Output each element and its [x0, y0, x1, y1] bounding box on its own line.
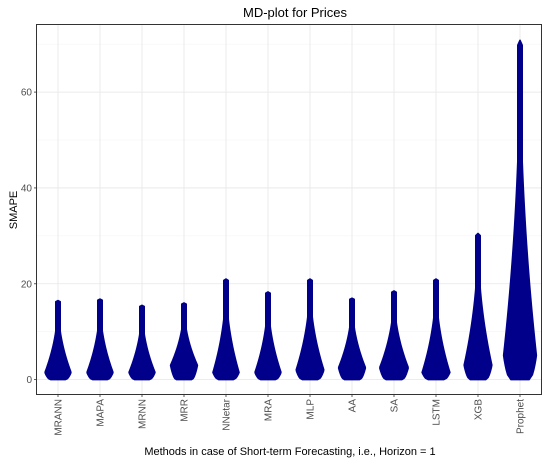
- x-tick-label: MRANN: [54, 399, 65, 436]
- x-tick-label: MLP: [306, 399, 317, 420]
- violin-lstm: [421, 278, 451, 381]
- violin-mra: [254, 291, 282, 381]
- chart-title: MD-plot for Prices: [243, 5, 348, 20]
- violin-mlp: [295, 278, 325, 381]
- x-tick-label: MRR: [180, 399, 191, 422]
- x-tick-label: AA: [348, 399, 359, 413]
- violin-mrnn: [128, 304, 156, 381]
- x-tick-label: MAPA: [96, 399, 107, 427]
- x-tick-label: XGB: [474, 399, 485, 420]
- violin-mapa: [86, 298, 114, 381]
- violin-mrann: [44, 299, 72, 381]
- plot-panel-border: [36, 24, 542, 395]
- violin-aa: [337, 297, 367, 381]
- violin-prophet: [502, 39, 538, 381]
- x-tick-label: MRNN: [138, 399, 149, 429]
- violin-sa: [379, 290, 409, 381]
- x-tick-label: NNetar: [222, 398, 233, 430]
- y-tick-label: 20: [21, 279, 33, 290]
- x-tick-label: SA: [390, 399, 401, 413]
- x-tick-label: MRA: [264, 399, 275, 422]
- x-tick-label: LSTM: [432, 399, 443, 426]
- x-axis: MRANN MAPA MRNN MRR NNetar MRA MLP AA SA LSTM XGB P…: [54, 394, 527, 436]
- y-tick-label: 40: [21, 183, 33, 194]
- violin-series: [44, 39, 538, 381]
- x-axis-title: Methods in case of Short-term Forecastin…: [144, 446, 435, 458]
- x-tick-label: Prophet: [516, 399, 527, 434]
- y-axis-title: SMAPE: [8, 191, 20, 230]
- y-tick-label: 0: [26, 375, 32, 386]
- violin-nnetar: [212, 278, 240, 381]
- violin-mrr: [169, 302, 199, 381]
- y-axis: 0 20 40 60: [21, 88, 37, 386]
- violin-xgb: [463, 232, 493, 381]
- y-tick-label: 60: [21, 88, 33, 99]
